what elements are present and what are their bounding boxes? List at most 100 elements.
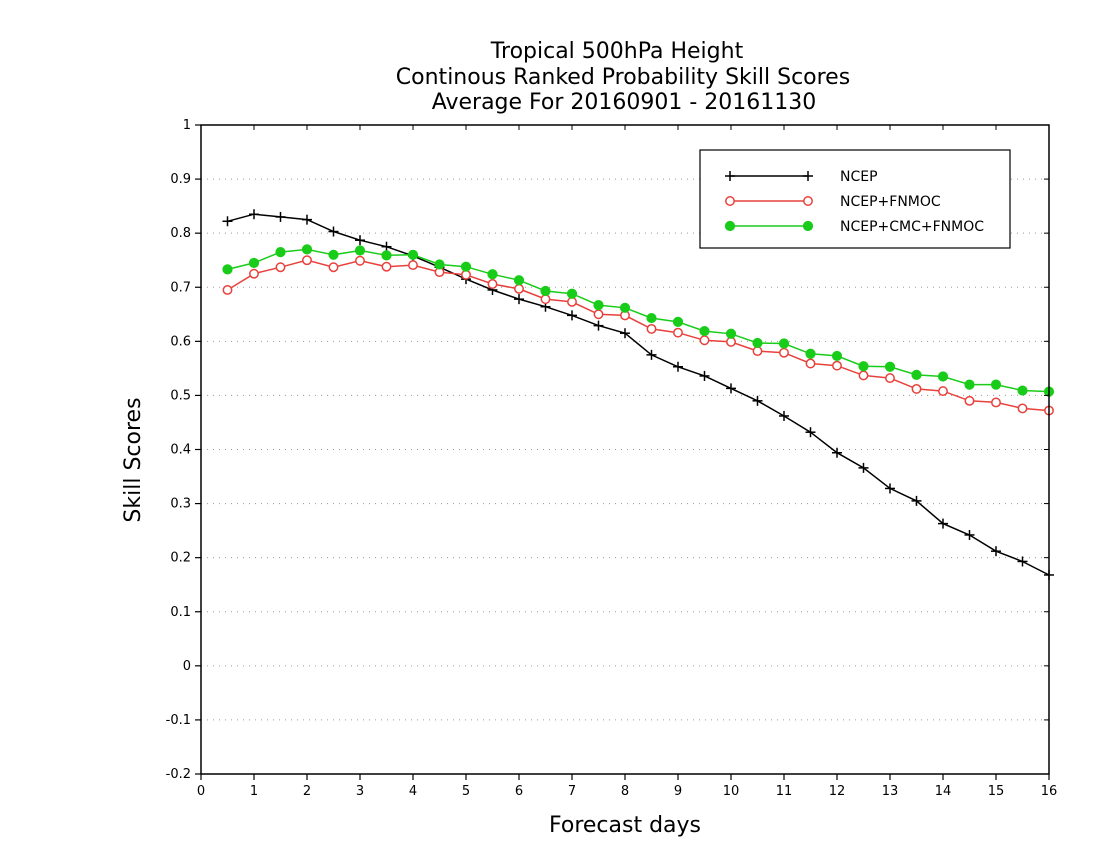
data-point — [673, 327, 683, 338]
x-tick-label: 16 — [1041, 784, 1058, 799]
data-point — [275, 246, 286, 258]
data-point — [726, 336, 736, 347]
axis-ticks: -0.2-0.100.10.20.30.40.50.60.70.80.910 1 2… — [166, 118, 1058, 799]
data-point — [699, 370, 710, 381]
data-point — [672, 316, 684, 327]
legend-box — [699, 149, 1011, 249]
data-point — [355, 255, 365, 266]
data-point — [725, 328, 737, 339]
data-point — [937, 371, 949, 382]
data-point — [911, 369, 922, 380]
y-tick-label: 0.9 — [170, 172, 191, 187]
data-point — [805, 348, 816, 359]
data-point — [673, 361, 683, 372]
data-point — [964, 529, 975, 540]
chart-title-line-3: Average For 20160901 - 20161130 — [432, 90, 817, 115]
data-point — [885, 373, 895, 384]
data-point — [381, 250, 392, 261]
data-point — [381, 241, 392, 252]
y-tick-label: 0.5 — [170, 388, 191, 403]
data-point — [964, 395, 975, 406]
data-point — [593, 309, 604, 320]
data-point — [832, 447, 842, 458]
legend: NCEP NCEP+FNMOC NCEP+CMC+FNMOC — [699, 149, 1011, 249]
data-point — [646, 312, 657, 324]
data-point — [779, 347, 789, 358]
data-point — [858, 361, 869, 372]
data-point — [911, 383, 922, 394]
x-axis-label: Forecast days — [549, 813, 701, 838]
legend-label: NCEP+FNMOC — [840, 194, 941, 210]
y-axis-label: Skill Scores — [121, 397, 146, 522]
y-tick-label: -0.2 — [166, 767, 191, 782]
y-tick-label: -0.1 — [166, 713, 191, 728]
x-tick-label: 7 — [568, 784, 576, 799]
data-point — [566, 288, 578, 299]
legend-marker — [724, 220, 736, 232]
data-point — [1017, 556, 1028, 567]
data-point — [619, 302, 631, 313]
x-tick-label: 13 — [882, 784, 899, 799]
legend-marker — [803, 196, 813, 206]
chart-title-line-2: Continous Ranked Probability Skill Score… — [396, 65, 850, 90]
data-point — [540, 294, 551, 305]
legend-marker — [725, 196, 735, 206]
y-tick-label: 0.1 — [170, 605, 191, 620]
data-point — [593, 299, 604, 311]
series-2 — [222, 244, 1055, 397]
data-point — [990, 379, 1002, 390]
x-tick-label: 1 — [250, 784, 258, 799]
data-point — [646, 349, 657, 360]
data-point — [593, 320, 604, 331]
data-point — [301, 244, 313, 255]
y-tick-label: 0 — [183, 659, 191, 674]
data-point — [302, 214, 312, 225]
series-line — [227, 213, 1050, 576]
x-tick-label: 3 — [356, 784, 364, 799]
data-point — [884, 361, 896, 372]
data-point — [275, 262, 286, 273]
y-tick-label: 0.4 — [170, 443, 191, 458]
data-point — [832, 360, 842, 371]
data-point — [1017, 385, 1028, 396]
data-point — [646, 323, 657, 334]
data-point — [513, 275, 525, 286]
data-point — [858, 370, 869, 381]
data-point — [938, 518, 948, 529]
x-tick-label: 15 — [988, 784, 1005, 799]
x-tick-label: 14 — [935, 784, 952, 799]
data-point — [354, 245, 366, 256]
data-point — [222, 264, 233, 275]
data-point — [408, 260, 418, 271]
data-point — [487, 269, 498, 280]
data-point — [275, 211, 286, 222]
series-line — [227, 248, 1050, 393]
x-tick-label: 0 — [197, 784, 205, 799]
data-point — [302, 255, 312, 266]
x-tick-label: 12 — [829, 784, 846, 799]
data-point — [487, 279, 498, 289]
data-point — [805, 358, 816, 369]
x-tick-label: 5 — [462, 784, 470, 799]
data-point — [222, 285, 233, 295]
data-point — [885, 483, 895, 494]
y-tick-label: 1 — [183, 118, 191, 133]
legend-label: NCEP+CMC+FNMOC — [840, 219, 984, 235]
data-point — [938, 386, 948, 397]
data-point — [222, 216, 233, 227]
y-tick-label: 0.2 — [170, 551, 191, 566]
series-line — [227, 259, 1050, 412]
series-0 — [222, 209, 1054, 580]
grid — [201, 178, 1049, 721]
data-point — [726, 383, 736, 394]
legend-item: NCEP+FNMOC — [725, 194, 941, 210]
data-point — [249, 268, 259, 279]
data-point — [911, 495, 922, 506]
data-point — [752, 337, 763, 349]
data-point — [540, 285, 551, 297]
y-tick-label: 0.8 — [170, 226, 191, 241]
data-point — [805, 427, 816, 438]
data-point — [328, 226, 339, 237]
data-point — [991, 397, 1001, 408]
x-tick-label: 6 — [515, 784, 523, 799]
